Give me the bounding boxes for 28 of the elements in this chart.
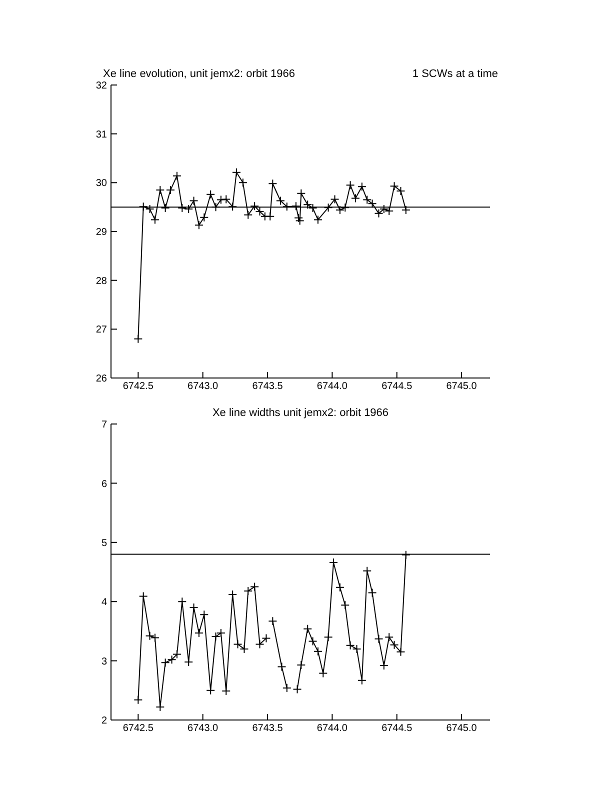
x-tick-label: 6744.5 [382, 381, 413, 392]
x-tick-label: 6743.0 [188, 381, 219, 392]
y-tick-label: 26 [96, 374, 108, 385]
x-tick-label: 6743.5 [252, 723, 284, 734]
y-tick-label: 7 [101, 420, 108, 431]
x-tick-label: 6744.5 [382, 723, 413, 734]
x-tick-label: 6744.0 [316, 723, 348, 734]
x-tick-label: 6742.5 [122, 723, 154, 734]
y-tick-label: 5 [101, 538, 108, 549]
x-tick-label: 6745.0 [446, 381, 478, 392]
y-tick-label: 6 [101, 478, 108, 490]
x-tick-label: 6743.5 [252, 381, 284, 392]
chart-title: Xe line widths unit jemx2: orbit 1966 [212, 407, 389, 419]
y-tick-label: 4 [101, 597, 108, 608]
y-tick-label: 28 [96, 276, 108, 287]
x-tick-label: 6744.0 [316, 381, 348, 392]
y-tick-label: 3 [101, 656, 108, 668]
y-tick-label: 2 [101, 716, 108, 727]
y-tick-label: 30 [96, 178, 108, 190]
chart-subtitle: 1 SCWs at a time [412, 68, 498, 80]
y-tick-label: 31 [96, 129, 108, 140]
y-tick-label: 27 [96, 324, 108, 336]
y-tick-label: 32 [96, 80, 108, 92]
x-tick-label: 6742.5 [122, 381, 154, 392]
chart-title: Xe line evolution, unit jemx2: orbit 1966 [103, 68, 296, 80]
y-tick-label: 29 [96, 227, 108, 238]
x-tick-label: 6743.0 [188, 723, 219, 734]
x-tick-label: 6745.0 [446, 723, 478, 734]
